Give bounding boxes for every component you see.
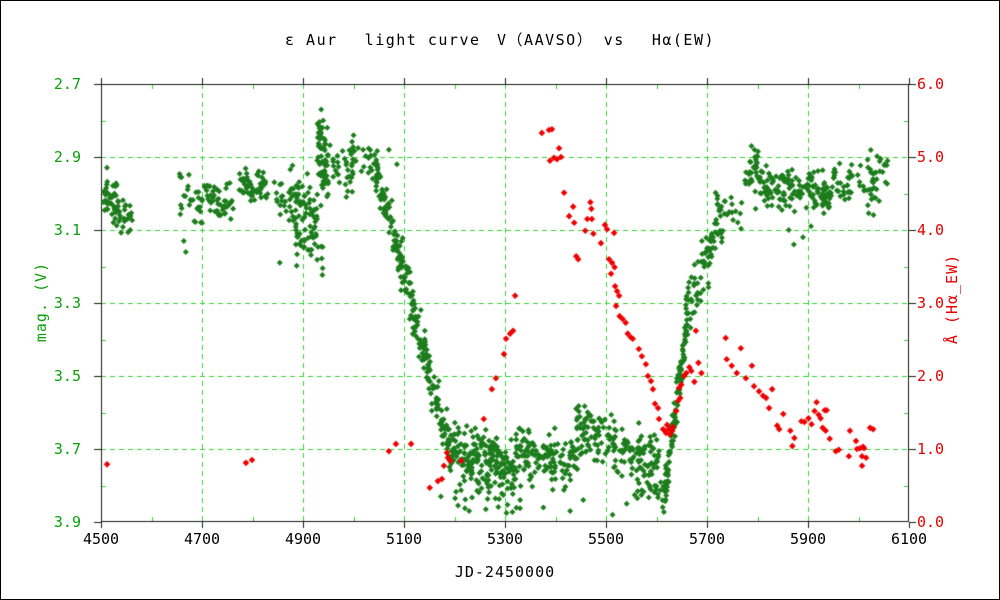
y-right-tick-label: 4.0 [917, 221, 945, 239]
y-right-tick-label: 3.0 [917, 294, 945, 312]
y-right-tick-label: 2.0 [917, 367, 945, 385]
y-left-tick-label: 3.9 [53, 513, 81, 531]
y-left-tick-label: 3.1 [53, 221, 81, 239]
x-tick-label: 4900 [284, 530, 322, 548]
y-right-tick-label: 0.0 [917, 513, 945, 531]
x-axis-label: JD-2450000 [454, 563, 556, 581]
x-tick-label: 4500 [82, 530, 120, 548]
x-tick-label: 5900 [789, 530, 827, 548]
y-left-tick-label: 3.3 [53, 294, 81, 312]
y-right-tick-label: 1.0 [917, 440, 945, 458]
x-tick-label: 4700 [183, 530, 221, 548]
y-right-tick-label: 6.0 [917, 75, 945, 93]
y-left-tick-label: 3.7 [53, 440, 81, 458]
chart-title: ε Aur light curve V（AAVSO） vs Hα(EW) [284, 31, 716, 49]
y-left-tick-label: 3.5 [53, 367, 81, 385]
y-left-tick-label: 2.9 [53, 148, 81, 166]
x-tick-label: 5100 [385, 530, 423, 548]
x-tick-label: 5700 [688, 530, 726, 548]
y-left-tick-label: 2.7 [53, 75, 81, 93]
x-tick-label: 6100 [890, 530, 928, 548]
y-right-tick-label: 5.0 [917, 148, 945, 166]
x-tick-label: 5500 [587, 530, 625, 548]
x-tick-label: 5300 [486, 530, 524, 548]
